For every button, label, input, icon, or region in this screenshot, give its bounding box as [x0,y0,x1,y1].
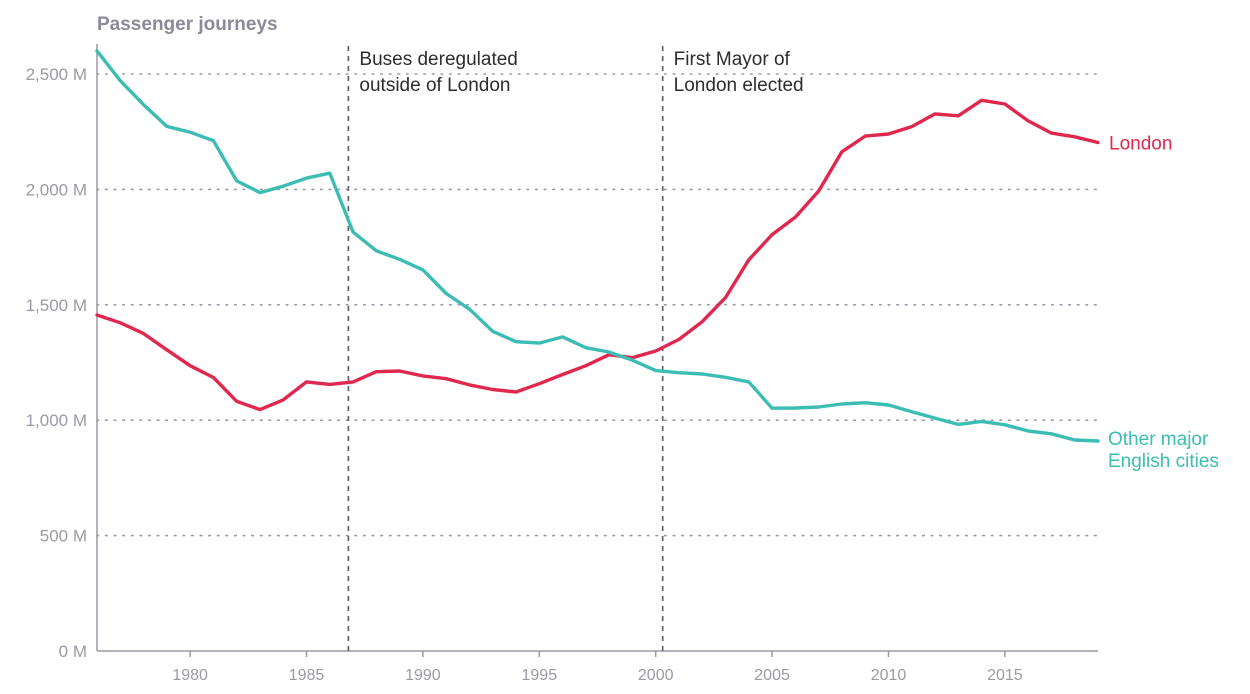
x-tick-label: 2000 [638,667,674,684]
gridlines [96,73,1099,537]
y-tick-label: 0 M [59,642,87,661]
y-tick-label: 1,500 M [26,296,87,315]
series-label-london: London [1109,134,1172,155]
annotations: Buses deregulated outside of London First … [347,46,804,651]
annotation-text: London elected [674,75,804,96]
x-tick-label: 2010 [871,667,907,684]
annotation-text: Buses deregulated [359,49,517,70]
x-tick-label: 1985 [289,667,325,684]
x-tick-label: 2015 [987,667,1023,684]
series-label-other: Other major [1108,429,1209,450]
annotation-text: outside of London [359,75,510,96]
annotation-text: First Mayor of [674,49,791,70]
series-label-other: English cities [1108,451,1219,472]
y-tick-label: 1,000 M [26,411,87,430]
series-lines [95,49,1100,443]
y-axis-title: Passenger journeys [97,14,278,35]
y-tick-label: 2,000 M [26,180,87,199]
y-tick-label: 500 M [40,527,87,546]
x-tick-label: 1980 [172,667,208,684]
y-axis-ticks: 0 M 500 M 1,000 M 1,500 M 2,000 M 2,500 M [26,65,87,661]
x-tick-label: 1995 [522,667,558,684]
series-line-london [95,98,1100,412]
x-tick-label: 2005 [754,667,790,684]
y-tick-label: 2,500 M [26,65,87,84]
x-tick-label: 1990 [405,667,441,684]
axes [96,44,1098,652]
series-line-other [95,49,1100,443]
x-axis-ticks: 1980 1985 1990 1995 2000 2005 2010 2015 [172,651,1023,684]
